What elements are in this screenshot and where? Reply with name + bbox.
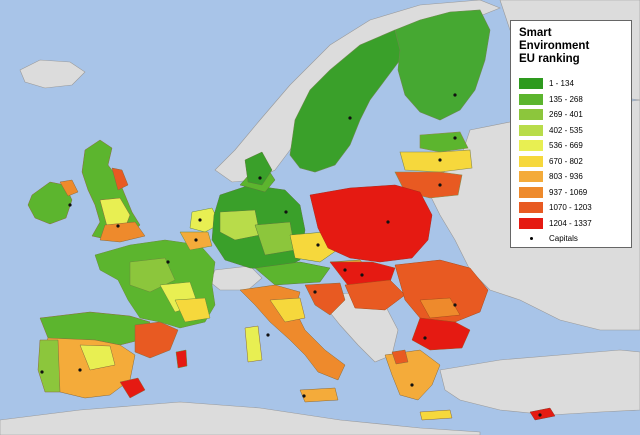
legend-class-label: 269 - 401: [549, 110, 583, 120]
legend-class-label: 803 - 936: [549, 172, 583, 182]
legend-title: Smart Environment EU ranking: [519, 27, 623, 66]
legend-class-label: 1204 - 1337: [549, 218, 592, 228]
france: [94, 239, 216, 369]
legend-swatch: [519, 93, 543, 105]
legend-class-row: 670 - 802: [519, 154, 623, 170]
poland: [309, 184, 433, 263]
legend-swatch: [519, 78, 543, 90]
legend-rows: 1 - 134 135 - 268 269 - 401 402 - 535 536 - …: [519, 76, 623, 231]
cyprus: [529, 407, 556, 421]
legend-class-row: 269 - 401: [519, 107, 623, 123]
legend-capitals-row: Capitals: [519, 231, 623, 247]
legend-class-row: 1204 - 1337: [519, 216, 623, 232]
legend-class-row: 1070 - 1203: [519, 200, 623, 216]
legend-swatch: [519, 186, 543, 198]
iberia: [37, 311, 179, 399]
legend-title-line1: Smart Environment: [519, 27, 590, 52]
legend-class-row: 803 - 936: [519, 169, 623, 185]
legend-class-label: 1070 - 1203: [549, 203, 592, 213]
legend-capitals-label: Capitals: [549, 234, 578, 244]
legend-swatch: [519, 171, 543, 183]
capital-dot-icon: [519, 237, 543, 241]
legend-class-label: 402 - 535: [549, 125, 583, 135]
legend-class-label: 1 - 134: [549, 79, 574, 89]
legend-swatch: [519, 140, 543, 152]
map-legend: Smart Environment EU ranking 1 - 134 135 …: [510, 20, 632, 248]
legend-class-label: 937 - 1069: [549, 187, 588, 197]
legend-swatch: [519, 124, 543, 136]
greece: [384, 349, 453, 421]
italy: [239, 284, 346, 403]
legend-swatch: [519, 217, 543, 229]
sweden-finland: [289, 9, 491, 173]
legend-class-label: 670 - 802: [549, 156, 583, 166]
legend-swatch: [519, 109, 543, 121]
capitals: [40, 93, 542, 417]
legend-class-row: 937 - 1069: [519, 185, 623, 201]
legend-class-row: 402 - 535: [519, 123, 623, 139]
legend-class-row: 536 - 669: [519, 138, 623, 154]
legend-swatch: [519, 155, 543, 167]
legend-class-row: 1 - 134: [519, 76, 623, 92]
denmark: [244, 151, 273, 186]
legend-swatch: [519, 202, 543, 214]
uk-ireland: [27, 139, 146, 243]
legend-class-label: 135 - 268: [549, 94, 583, 104]
legend-class-row: 135 - 268: [519, 92, 623, 108]
legend-title-line2: EU ranking: [519, 53, 580, 65]
legend-class-label: 536 - 669: [549, 141, 583, 151]
